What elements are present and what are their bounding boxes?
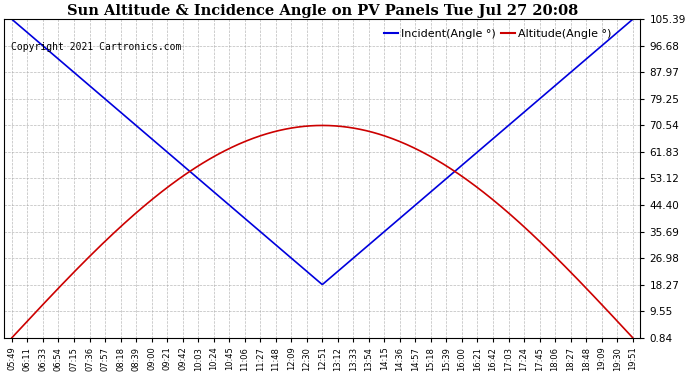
Text: Copyright 2021 Cartronics.com: Copyright 2021 Cartronics.com (10, 42, 181, 52)
Legend: Incident(Angle °), Altitude(Angle °): Incident(Angle °), Altitude(Angle °) (380, 25, 615, 44)
Title: Sun Altitude & Incidence Angle on PV Panels Tue Jul 27 20:08: Sun Altitude & Incidence Angle on PV Pan… (67, 4, 578, 18)
